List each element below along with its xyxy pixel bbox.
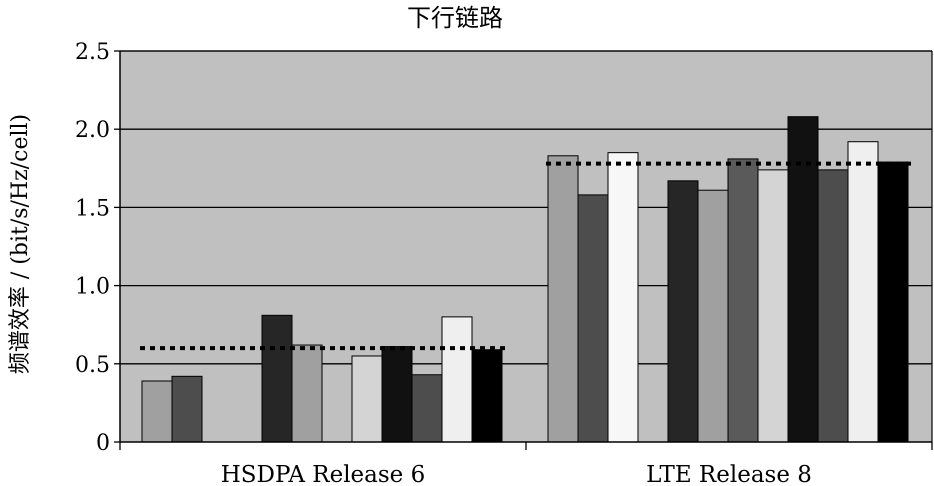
bar: [411, 374, 443, 443]
y-tick-label: 1.0: [75, 275, 110, 300]
bar: [577, 194, 609, 443]
bar: [547, 155, 579, 443]
plot-area: 0 0.5 1.0 1.5 2.0 2.5 HSDPA Release 6 LTE Relea…: [75, 40, 933, 486]
bar: [877, 161, 909, 443]
y-axis-label: 频谱效率 / (bit/s/Hz/cell): [8, 114, 33, 374]
bar: [141, 380, 173, 443]
bar: [727, 158, 759, 443]
bar: [381, 346, 413, 443]
y-tick-label: 1.5: [75, 196, 110, 221]
chart-title: 下行链路: [407, 4, 503, 32]
y-tick-label: 0.5: [75, 353, 110, 378]
bar: [667, 180, 699, 443]
bar: [171, 375, 203, 443]
x-category-label: HSDPA Release 6: [221, 462, 426, 486]
bar: [787, 116, 819, 443]
bar: [471, 349, 503, 443]
bar: [441, 316, 473, 443]
bar: [351, 355, 383, 443]
bar: [757, 169, 789, 443]
y-tick-label: 2.5: [75, 40, 110, 65]
bar: [817, 169, 849, 443]
y-tick-label: 2.0: [75, 118, 110, 143]
bar: [261, 314, 293, 443]
bar: [607, 152, 639, 443]
x-category-label: LTE Release 8: [646, 462, 812, 486]
y-tick-label: 0: [96, 431, 110, 456]
bar: [291, 344, 323, 443]
bar: [697, 189, 729, 443]
bar: [847, 141, 879, 443]
